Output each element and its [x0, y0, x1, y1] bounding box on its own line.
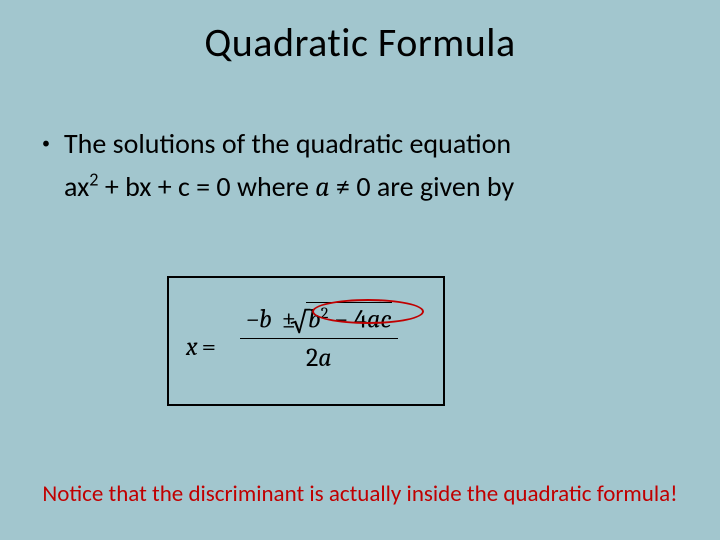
exp-2: 2: [89, 169, 98, 191]
lhs: x=: [186, 332, 218, 362]
zero: 0: [356, 169, 370, 204]
term-ax: ax: [64, 169, 89, 204]
footnote: Notice that the discriminant is actually…: [0, 480, 720, 508]
eq-rest: + bx + c = 0 where: [99, 169, 316, 204]
denominator: 2a: [240, 339, 398, 373]
var-x: x: [186, 332, 198, 362]
equals-sign: =: [202, 332, 216, 362]
neq-sign: ≠: [330, 169, 357, 204]
page-title: Quadratic Formula: [0, 18, 720, 67]
body-line1: The solutions of the quadratic equation: [64, 126, 511, 161]
given-by: are given by: [371, 169, 515, 204]
two: 2: [306, 343, 318, 373]
bullet-icon: •: [42, 134, 50, 153]
formula-box: x= −b ± √ b2 − 4ac 2a: [167, 276, 445, 406]
discriminant-circle: [312, 299, 424, 324]
radical-icon: √: [290, 308, 310, 338]
equation-text: ax2 + bx + c = 0 where a ≠ 0 are given b…: [64, 169, 514, 204]
slide: Quadratic Formula • The solutions of the…: [0, 0, 720, 540]
cond-a: a: [315, 171, 329, 203]
a: a: [318, 343, 331, 373]
body-text: The solutions of the quadratic equation …: [64, 122, 680, 210]
minus-b: −b: [246, 305, 272, 335]
